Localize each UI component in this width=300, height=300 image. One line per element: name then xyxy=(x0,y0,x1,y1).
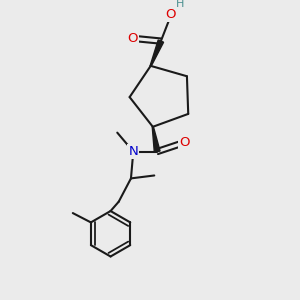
Text: O: O xyxy=(165,8,176,21)
Text: O: O xyxy=(128,32,138,45)
Text: H: H xyxy=(176,0,184,9)
Polygon shape xyxy=(152,127,160,152)
Polygon shape xyxy=(150,40,164,66)
Text: O: O xyxy=(179,136,190,149)
Text: N: N xyxy=(128,145,138,158)
